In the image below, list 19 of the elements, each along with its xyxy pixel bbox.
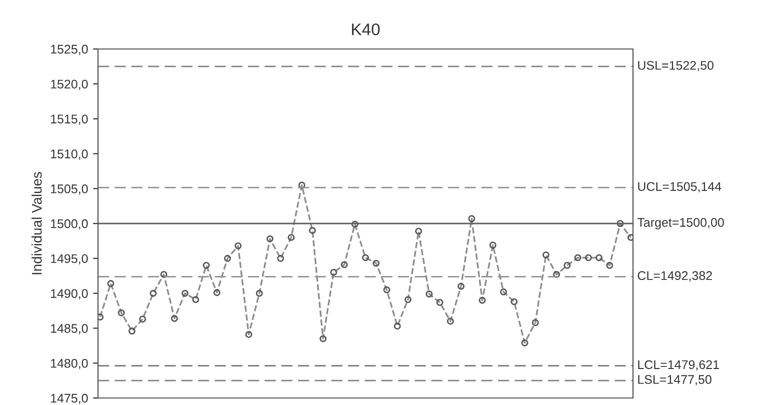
ref-line-label: USL=1522,50 bbox=[638, 60, 714, 72]
ref-line-label: Target=1500,00 bbox=[637, 218, 724, 230]
ref-line-label: LSL=1477,50 bbox=[638, 375, 712, 386]
y-tick-label: 1525,0 bbox=[51, 44, 88, 56]
ref-line-label: LCL=1479,621 bbox=[638, 360, 719, 371]
ref-line-label: UCL=1505,144 bbox=[638, 182, 722, 192]
y-axis-title: Individual Values bbox=[32, 172, 42, 274]
y-tick-label: 1515,0 bbox=[51, 114, 88, 125]
chart-title: K40 bbox=[352, 23, 380, 36]
ref-line-label: CL=1492,382 bbox=[638, 271, 712, 282]
y-tick-label: 1475,0 bbox=[51, 394, 88, 404]
y-tick-label: 1505,0 bbox=[51, 184, 88, 195]
y-tick-label: 1485,0 bbox=[51, 324, 88, 334]
y-tick-label: 1495,0 bbox=[51, 254, 88, 265]
y-tick-label: 1490,0 bbox=[51, 289, 88, 300]
y-tick-label: 1510,0 bbox=[51, 150, 88, 160]
y-tick-label: 1500,0 bbox=[51, 219, 88, 230]
y-tick-label: 1520,0 bbox=[51, 80, 88, 90]
y-tick-label: 1480,0 bbox=[51, 358, 88, 370]
